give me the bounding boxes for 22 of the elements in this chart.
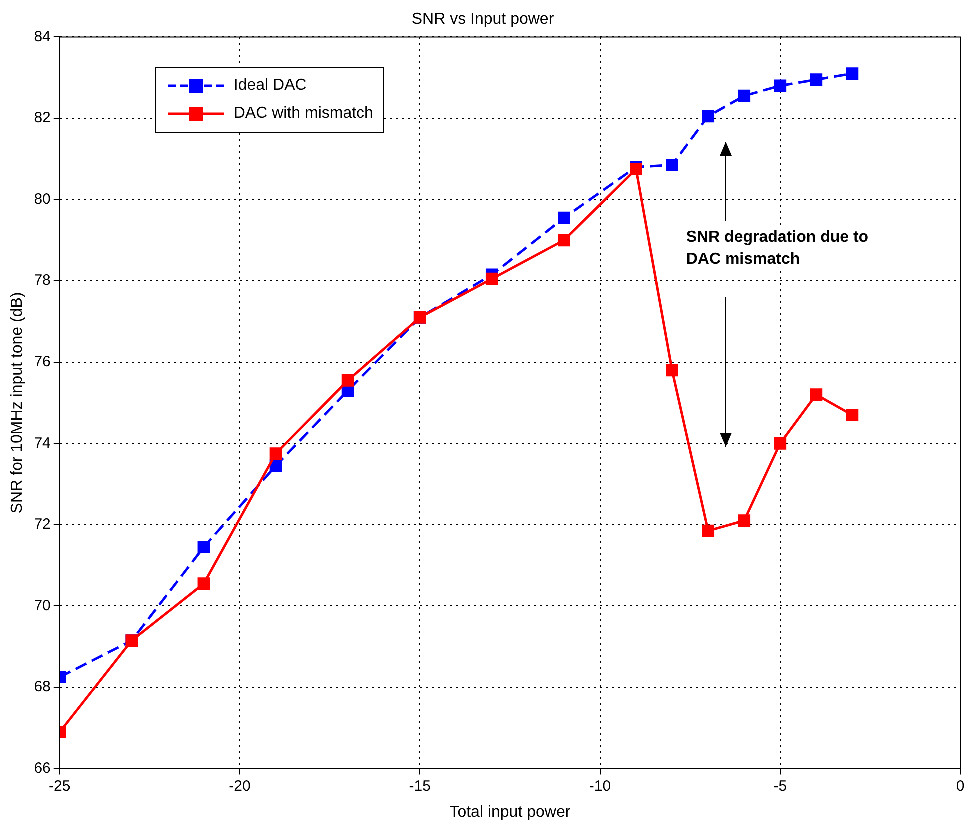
x-tick-label: -20 — [229, 778, 251, 795]
x-tick-label: -5 — [774, 778, 788, 795]
x-axis-title: Total input power — [450, 804, 572, 821]
legend-label: Ideal DAC — [234, 77, 307, 96]
y-tick-label: 76 — [34, 353, 51, 370]
y-tick-label: 84 — [34, 28, 51, 46]
x-tick-label: -10 — [589, 778, 612, 795]
y-tick-label: 82 — [34, 110, 51, 127]
x-tick-label: -15 — [409, 778, 431, 795]
y-tick-label: 80 — [34, 190, 51, 208]
y-tick-label: 66 — [34, 760, 51, 777]
chart-title: SNR vs Input power — [412, 11, 555, 28]
y-axis-title: SNR for 10MHz input tone (dB) — [9, 292, 26, 514]
x-tick-label: -25 — [49, 778, 71, 795]
y-tick-label: 72 — [34, 516, 51, 534]
x-tick-label: 0 — [956, 778, 965, 795]
y-tick-label: 78 — [34, 272, 51, 290]
legend-label: DAC with mismatch — [234, 105, 374, 124]
y-tick-label: 68 — [34, 678, 51, 696]
y-tick-label: 74 — [34, 434, 51, 452]
y-tick-label: 70 — [34, 597, 51, 614]
annotation: SNR degradation due to DAC mismatch — [686, 226, 876, 271]
